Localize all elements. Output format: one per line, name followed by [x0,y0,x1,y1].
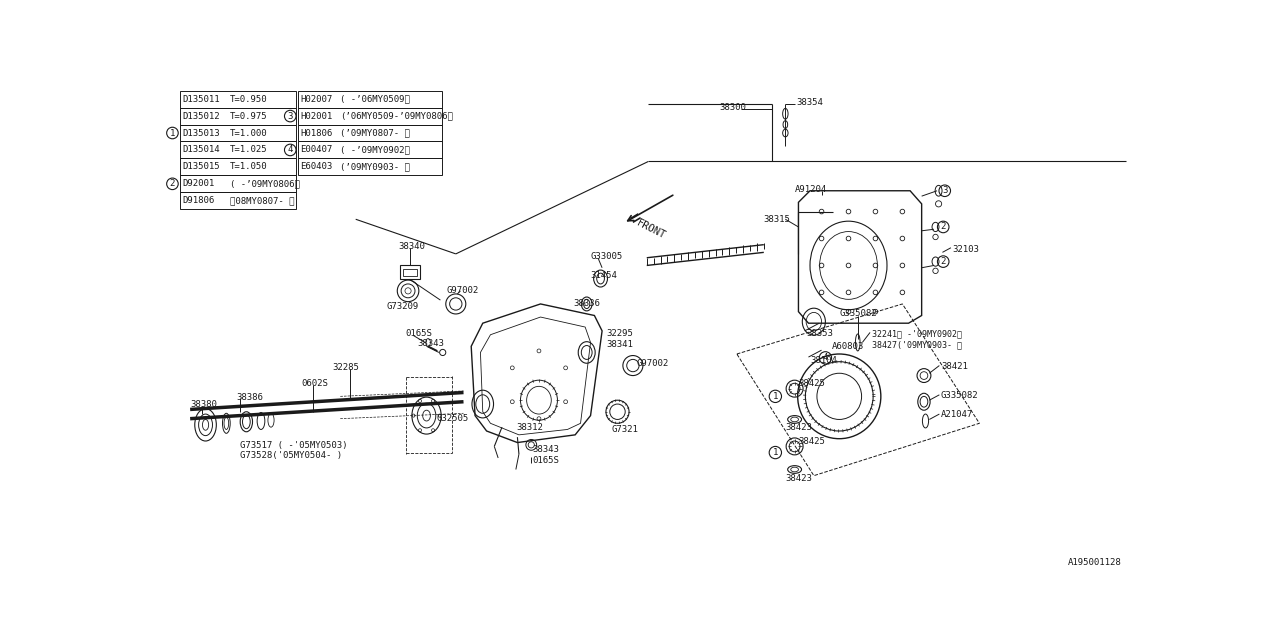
Text: 38380: 38380 [191,400,218,409]
Text: G73528('05MY0504- ): G73528('05MY0504- ) [241,451,342,460]
Text: G73517 ( -'05MY0503): G73517 ( -'05MY0503) [241,441,348,450]
Bar [298,108,442,125]
Bar [298,141,442,159]
Text: D135013: D135013 [183,129,220,138]
Text: D135014: D135014 [183,145,220,154]
Bar [180,125,296,141]
Bar [180,192,296,209]
Text: E00407: E00407 [301,145,333,154]
Text: T=0.975: T=0.975 [230,111,268,120]
Text: 3: 3 [942,186,947,195]
Text: D91806: D91806 [183,196,215,205]
Text: 32285: 32285 [333,364,360,372]
Text: ( -’06MY0509〉: ( -’06MY0509〉 [340,95,410,104]
Text: G97002: G97002 [447,286,479,295]
Text: 3: 3 [288,111,293,120]
Text: 0602S: 0602S [302,380,329,388]
Text: 0165S: 0165S [406,330,433,339]
Text: 38312: 38312 [516,423,543,432]
Text: 32241〈 -'09MY0902〉: 32241〈 -'09MY0902〉 [872,330,961,339]
Text: 38423: 38423 [786,423,813,432]
Text: A195001128: A195001128 [1068,558,1121,567]
Text: D92001: D92001 [183,179,215,188]
Bar [180,159,296,175]
Text: T=1.025: T=1.025 [230,145,268,154]
Text: G7321: G7321 [612,425,639,434]
Text: T=0.950: T=0.950 [230,95,268,104]
Text: G335082: G335082 [840,309,877,318]
Bar [298,159,442,175]
Text: (’09MY0807- 〉: (’09MY0807- 〉 [340,129,410,138]
Text: D135011: D135011 [183,95,220,104]
Text: 38104: 38104 [810,356,837,365]
Text: T=1.050: T=1.050 [230,163,268,172]
Text: 38343: 38343 [532,445,559,454]
Text: 38353: 38353 [806,330,833,339]
Text: 1: 1 [773,392,778,401]
Text: 4: 4 [288,145,293,154]
Text: G335082: G335082 [941,391,978,400]
Bar [399,266,420,279]
Text: 32103: 32103 [952,244,979,253]
Bar [180,91,296,108]
Text: 38425: 38425 [799,437,826,446]
Text: 38336: 38336 [573,298,600,308]
Text: (’09MY0903- 〉: (’09MY0903- 〉 [340,163,410,172]
Text: A60803: A60803 [832,342,864,351]
Bar [180,108,296,125]
Text: 38343: 38343 [417,339,444,348]
Text: 38386: 38386 [237,392,264,401]
Text: T=1.000: T=1.000 [230,129,268,138]
Text: H02001: H02001 [301,111,333,120]
Text: 38421: 38421 [941,362,968,371]
Text: 38354: 38354 [796,99,823,108]
Text: 38425: 38425 [799,380,826,388]
Text: A91204: A91204 [795,184,827,193]
Bar [298,125,442,141]
Text: FRONT: FRONT [635,218,667,241]
Text: 31454: 31454 [590,271,617,280]
Text: E60403: E60403 [301,163,333,172]
Text: 2: 2 [941,257,946,266]
Text: 0165S: 0165S [532,456,559,465]
Text: G97002: G97002 [636,360,669,369]
Bar [180,175,296,192]
Text: H01806: H01806 [301,129,333,138]
Text: 4: 4 [823,353,828,362]
Text: 38300: 38300 [719,103,746,112]
Text: 38315: 38315 [764,216,791,225]
Text: 〈08MY0807- 〉: 〈08MY0807- 〉 [230,196,294,205]
Text: 1: 1 [773,448,778,457]
Text: 38340: 38340 [398,243,425,252]
Text: 1: 1 [170,129,175,138]
Text: 38341: 38341 [605,340,632,349]
Text: G32505: G32505 [436,414,468,423]
Text: 32295: 32295 [605,330,632,339]
Bar [298,91,442,108]
Text: ( -’09MY0806〉: ( -’09MY0806〉 [230,179,300,188]
Text: H02007: H02007 [301,95,333,104]
Text: 38423: 38423 [786,474,813,483]
Text: ( -’09MY0902〉: ( -’09MY0902〉 [340,145,410,154]
Text: A21047: A21047 [941,410,973,419]
Text: 2: 2 [941,223,946,232]
Bar [180,141,296,159]
Text: D135012: D135012 [183,111,220,120]
Text: (’06MY0509-’09MY0806〉: (’06MY0509-’09MY0806〉 [340,111,453,120]
Text: D135015: D135015 [183,163,220,172]
Text: G73209: G73209 [387,301,419,310]
Text: 2: 2 [170,179,175,188]
Text: G33005: G33005 [590,252,623,261]
Bar [403,269,416,276]
Text: 38427('09MY0903- 〉: 38427('09MY0903- 〉 [872,340,961,349]
